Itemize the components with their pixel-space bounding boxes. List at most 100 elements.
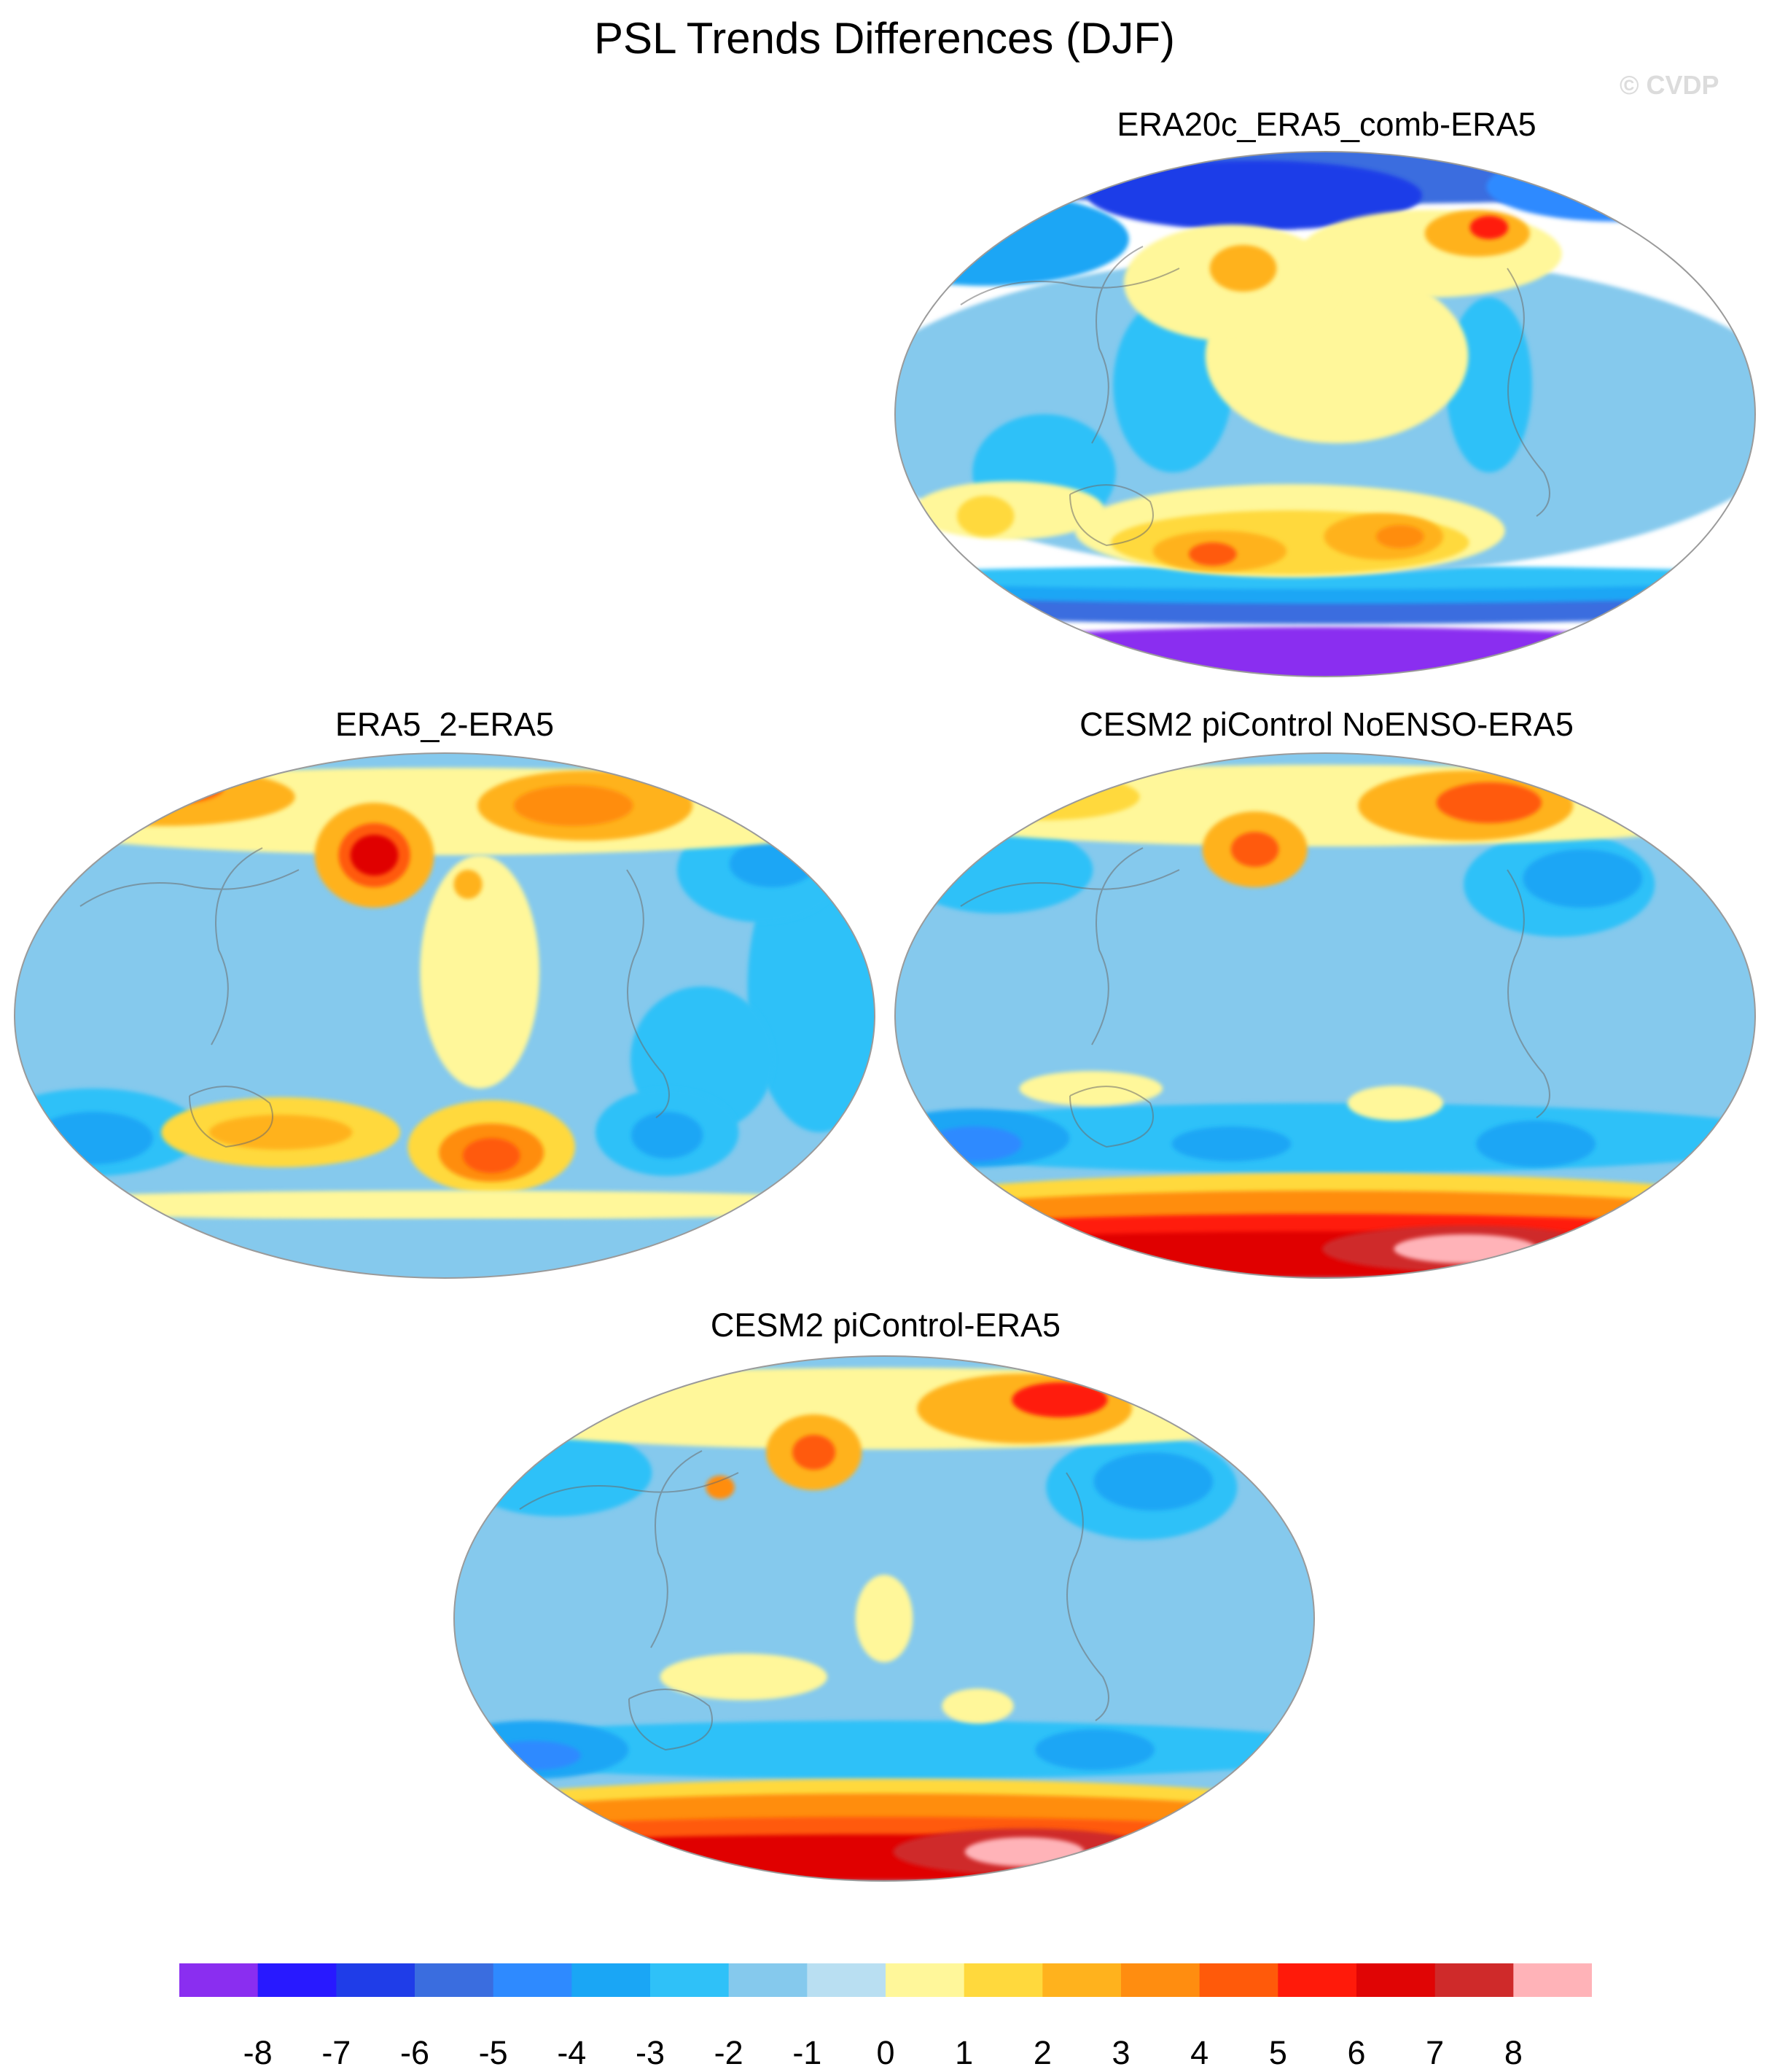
colorbar-segment	[336, 1963, 415, 1997]
colorbar-tick-label: -2	[714, 2034, 743, 2071]
colorbar-segment	[1513, 1963, 1592, 1997]
contour-region	[485, 1741, 581, 1770]
contour-region	[729, 841, 816, 887]
colorbar-tick-label: 0	[876, 2034, 895, 2071]
colorbar-segment	[571, 1963, 651, 1997]
contour-region	[631, 1112, 703, 1158]
colorbar	[179, 1963, 1592, 1997]
contour-region	[513, 785, 633, 826]
contour-region	[956, 496, 1015, 537]
contour-region	[1347, 1086, 1443, 1121]
contour-region	[208, 1115, 353, 1150]
contour-region	[1171, 1126, 1292, 1161]
colorbar-tick-label: -3	[635, 2034, 665, 2071]
contour-region	[15, 1191, 875, 1220]
contour-region	[15, 768, 875, 855]
colorbar-segment	[964, 1963, 1043, 1997]
colorbar-segment	[1278, 1963, 1357, 1997]
coastline-outline	[79, 847, 670, 1148]
colorbar-tick-label: 6	[1347, 2034, 1366, 2071]
contour-region	[1012, 1382, 1108, 1417]
panel-title-era20c: ERA20c_ERA5_comb-ERA5	[1117, 106, 1536, 143]
colorbar-tick-label: 3	[1112, 2034, 1130, 2071]
contour-region	[1209, 245, 1277, 292]
colorbar-segment	[179, 1963, 259, 1997]
contour-region	[1394, 1234, 1537, 1263]
contour-region	[895, 627, 1755, 677]
contour-region	[948, 774, 1140, 820]
map-border	[453, 1355, 1315, 1882]
panel-title-era5-2: ERA5_2-ERA5	[335, 706, 555, 743]
contour-region	[895, 1231, 1755, 1278]
contour-region	[660, 1654, 827, 1700]
colorbar-tick-label: -4	[557, 2034, 587, 2071]
watermark: © CVDP	[1620, 70, 1719, 100]
contour-region	[1476, 1121, 1596, 1167]
colorbar-tick-label: -8	[243, 2034, 273, 2071]
contour-region	[454, 1834, 1314, 1881]
map-cesm2	[453, 1355, 1315, 1882]
colorbar-tick-label: 2	[1033, 2034, 1052, 2071]
map-cesm2-noenso	[894, 752, 1756, 1279]
contour-region	[15, 1220, 875, 1278]
colorbar-segment	[1121, 1963, 1200, 1997]
contour-region	[792, 1435, 836, 1470]
panel-title-cesm2-noenso: CESM2 piControl NoENSO-ERA5	[1079, 706, 1574, 743]
contour-region	[895, 765, 1755, 846]
contour-region	[34, 1112, 154, 1164]
colorbar-tick-label: 7	[1426, 2034, 1445, 2071]
contour-region	[895, 566, 1755, 589]
contour-region	[420, 855, 540, 1088]
contour-region	[942, 1689, 1014, 1724]
map-border	[894, 752, 1756, 1279]
colorbar-segment	[1356, 1963, 1436, 1997]
contour-region	[1189, 542, 1237, 566]
contour-region	[1486, 152, 1749, 222]
coastline-outline	[960, 847, 1550, 1148]
panel-title-cesm2: CESM2 piControl-ERA5	[710, 1306, 1061, 1344]
contour-region	[1087, 160, 1422, 230]
colorbar-tick-label: 1	[955, 2034, 974, 2071]
colorbar-tick-label: -5	[478, 2034, 508, 2071]
colorbar-tick-label: -7	[321, 2034, 351, 2071]
colorbar-segment	[1199, 1963, 1278, 1997]
contour-region	[453, 870, 483, 899]
colorbar-segment	[728, 1963, 808, 1997]
coastline-outline	[519, 1450, 1109, 1751]
contour-region	[1445, 297, 1532, 472]
colorbar-segment	[1042, 1963, 1122, 1997]
contour-region	[1469, 216, 1509, 239]
contour-region	[1523, 849, 1643, 908]
map-border	[894, 151, 1756, 677]
contour-region	[1093, 1452, 1214, 1511]
colorbar-segment	[493, 1963, 572, 1997]
colorbar-tick-label: 8	[1504, 2034, 1523, 2071]
contour-region	[1230, 832, 1279, 867]
colorbar-tick-label: 4	[1190, 2034, 1209, 2071]
contour-region	[80, 771, 224, 806]
contour-region	[926, 1126, 1022, 1161]
contour-region	[462, 1138, 520, 1173]
contour-region	[706, 1476, 735, 1499]
colorbar-tick-label: -1	[792, 2034, 822, 2071]
contour-region	[1376, 525, 1424, 548]
coastline-outline	[960, 246, 1550, 547]
main-title: PSL Trends Differences (DJF)	[594, 14, 1175, 63]
contour-region	[1436, 782, 1542, 823]
contour-region	[855, 1575, 913, 1662]
colorbar-segment	[807, 1963, 886, 1997]
contour-region	[454, 1368, 1314, 1449]
colorbar-segment	[257, 1963, 337, 1997]
colorbar-segment	[650, 1963, 730, 1997]
colorbar-segment	[1434, 1963, 1514, 1997]
contour-region	[1035, 1729, 1155, 1770]
contour-region	[895, 192, 1129, 286]
contour-region	[350, 835, 399, 876]
map-era5-2	[14, 752, 875, 1279]
colorbar-segment	[415, 1963, 494, 1997]
colorbar-tick-label: 5	[1268, 2034, 1287, 2071]
contour-region	[1113, 297, 1233, 472]
colorbar-segment	[886, 1963, 965, 1997]
map-border	[14, 752, 875, 1279]
map-era20c	[894, 151, 1756, 677]
